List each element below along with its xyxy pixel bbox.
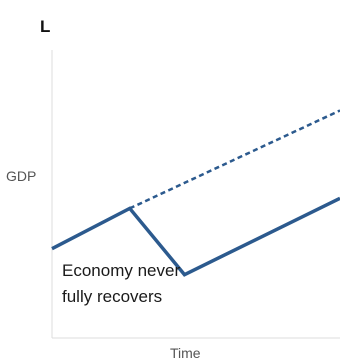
annotation-line: Economy never [62, 261, 180, 280]
panel-label: L [40, 17, 50, 36]
series-line-solid [51, 196, 340, 277]
series-line-dashed [129, 109, 340, 210]
y-axis-label: GDP [6, 168, 36, 184]
x-axis-label: Time [170, 345, 201, 361]
series-layer [51, 109, 340, 277]
annotation-line: fully recovers [62, 287, 162, 306]
annotation-text: Economy never fully recovers [62, 261, 180, 306]
